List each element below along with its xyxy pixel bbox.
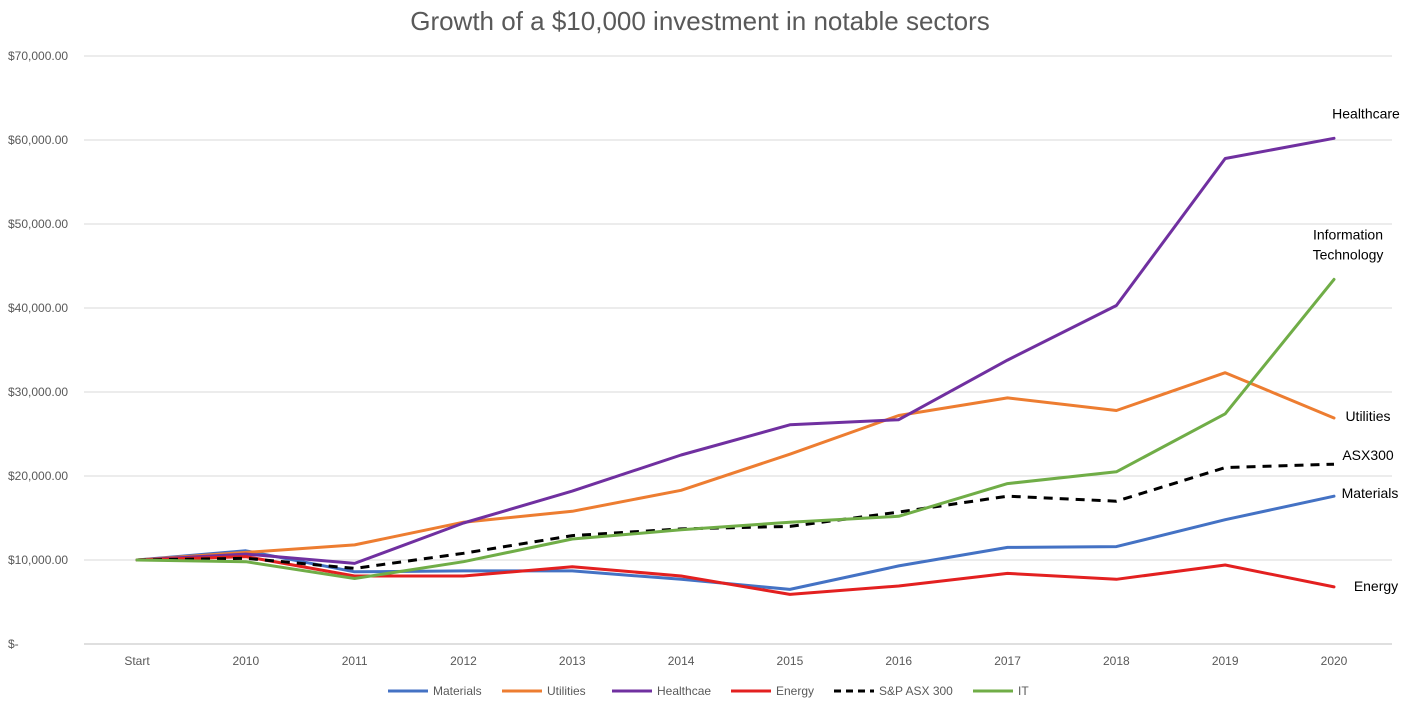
y-tick-label: $20,000.00 [8, 469, 68, 483]
x-tick-label: 2019 [1212, 654, 1239, 668]
legend-label-it: IT [1018, 684, 1029, 698]
annotation-label-materials: Materials [1342, 485, 1399, 501]
x-tick-label: 2010 [232, 654, 259, 668]
legend-label-materials: Materials [433, 684, 482, 698]
x-tick-label: 2018 [1103, 654, 1130, 668]
legend: Materials Utilities Healthcae Energy S&P ASX… [388, 684, 1029, 698]
annotation-label-s-p-asx-300: ASX300 [1342, 447, 1394, 463]
series-line-energy [135, 555, 1336, 596]
legend-label-energy: Energy [776, 684, 814, 698]
annotation-label-it: Technology [1313, 246, 1384, 262]
x-tick-label: 2017 [994, 654, 1021, 668]
legend-label-s-p-asx-300: S&P ASX 300 [879, 684, 953, 698]
x-tick-label: 2016 [885, 654, 912, 668]
y-tick-label: $30,000.00 [8, 385, 68, 399]
series-line-healthcae [135, 136, 1336, 565]
y-tick-label: $60,000.00 [8, 133, 68, 147]
legend-label-utilities: Utilities [547, 684, 586, 698]
series-lines [135, 136, 1336, 596]
x-tick-label: 2014 [668, 654, 695, 668]
x-axis: Start 2010 2011 2012 2013 2014 2015 2016 2017 201… [124, 654, 1347, 668]
x-tick-label: Start [124, 654, 150, 668]
y-axis: $- $10,000.00 $20,000.00 $30,000.00 $40,000.… [8, 49, 68, 651]
x-tick-label: 2015 [777, 654, 804, 668]
annotation-label-it: Information [1313, 226, 1383, 242]
y-tick-label: $40,000.00 [8, 301, 68, 315]
annotation-label-energy: Energy [1354, 578, 1398, 594]
x-tick-label: 2020 [1321, 654, 1348, 668]
annotation-label-healthcae: Healthcare [1332, 105, 1400, 121]
annotation-label-utilities: Utilities [1345, 408, 1390, 424]
series-line-s-p-asx-300 [136, 462, 1335, 570]
y-tick-label: $10,000.00 [8, 553, 68, 567]
x-tick-label: 2013 [559, 654, 586, 668]
series-annotations: Healthcare Information Technology Utilities… [1313, 105, 1400, 594]
y-tick-label: $70,000.00 [8, 49, 68, 63]
legend-label-healthcae: Healthcae [657, 684, 711, 698]
series-line-it [135, 277, 1336, 580]
y-tick-label: $- [8, 637, 19, 651]
series-line-utilities [135, 371, 1336, 562]
chart-title: Growth of a $10,000 investment in notabl… [410, 6, 990, 36]
x-tick-label: 2012 [450, 654, 477, 668]
x-tick-label: 2011 [342, 654, 368, 668]
y-tick-label: $50,000.00 [8, 217, 68, 231]
